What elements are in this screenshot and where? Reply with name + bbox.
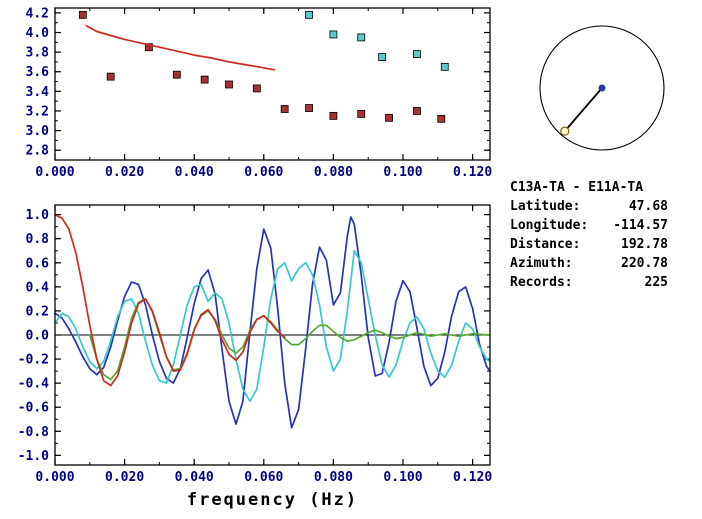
pair-station-marker xyxy=(560,126,570,136)
distance-value: 192.78 xyxy=(621,237,668,252)
dispersion-plot[interactable]: 0.000 0.020 0.040 0.060 0.080 0.100 0.120 2.8 3.… xyxy=(0,0,505,190)
latitude-value: 47.68 xyxy=(628,199,668,214)
y-tick-label: 0.6 xyxy=(26,256,50,271)
rejected-measurements-marker xyxy=(413,50,421,58)
y-tick-label: -0.2 xyxy=(18,353,49,368)
azimuth-circle xyxy=(539,25,665,151)
phase-velocity-measurements-marker xyxy=(280,105,289,113)
rejected-measurements-marker xyxy=(440,62,449,71)
y-tick-label: 4.2 xyxy=(26,6,49,21)
x-tick-label: 0.080 xyxy=(314,165,353,180)
x-tick-label: 0.040 xyxy=(175,165,214,180)
observed-real-spectrum-blue-curve xyxy=(54,216,491,429)
phase-velocity-measurements-marker xyxy=(78,10,87,19)
station-pair-label: C13A-TA - E11A-TA xyxy=(510,180,644,195)
center-station-dot xyxy=(598,84,606,92)
x-axis-label: frequency (Hz) xyxy=(186,490,359,510)
x-tick-label: 0.060 xyxy=(244,165,283,180)
y-tick-label: 3.4 xyxy=(26,85,50,100)
phase-velocity-measurements-marker xyxy=(200,75,209,84)
x-tick-label: 0.080 xyxy=(314,470,353,485)
y-tick-label: -0.8 xyxy=(18,425,49,440)
station-info: C13A-TA - E11A-TA Latitude: 47.68 Longit… xyxy=(510,178,682,292)
azimuth-label: Azimuth: xyxy=(510,256,573,271)
x-tick-label: 0.020 xyxy=(105,165,144,180)
x-tick-label: 0.000 xyxy=(35,165,74,180)
cross-spectrum-plot[interactable]: 0.000 0.020 0.040 0.060 0.080 0.100 0.120 -1.0 -… xyxy=(0,190,505,490)
rejected-measurements-marker xyxy=(329,30,338,39)
records-label: Records: xyxy=(510,275,573,290)
latitude-label: Latitude: xyxy=(510,199,581,214)
model-bessel-green-curve xyxy=(88,298,491,381)
x-tick-label: 0.060 xyxy=(244,470,283,485)
info-row-azimuth: Azimuth: 220.78 xyxy=(510,254,668,273)
y-tick-label: 3.0 xyxy=(26,124,50,139)
info-row-latitude: Latitude: 47.68 xyxy=(510,197,668,216)
reference-dispersion-curve-curve xyxy=(85,24,276,71)
y-tick-label: -1.0 xyxy=(18,449,49,464)
plot-box xyxy=(54,204,491,466)
rejected-measurements-marker xyxy=(378,53,387,61)
y-tick-label: 0.4 xyxy=(26,280,50,295)
azimuth-needle xyxy=(564,87,603,132)
y-tick-label: 3.8 xyxy=(26,46,50,61)
y-tick-label: 2.8 xyxy=(26,144,50,159)
azimuth-value: 220.78 xyxy=(621,256,668,271)
longitude-label: Longitude: xyxy=(510,218,589,233)
x-tick-label: 0.100 xyxy=(383,470,422,485)
y-tick-label: -0.4 xyxy=(18,377,49,392)
x-tick-label: 0.100 xyxy=(383,165,422,180)
y-tick-label: 0.0 xyxy=(26,329,50,344)
phase-velocity-measurements-marker xyxy=(305,104,313,112)
plot-box xyxy=(54,7,491,161)
info-row-records: Records: 225 xyxy=(510,273,668,292)
records-value: 225 xyxy=(644,275,668,290)
x-tick-label: 0.000 xyxy=(35,470,74,485)
x-tick-label: 0.020 xyxy=(105,470,144,485)
smoothed-spectrum-cyan-curve xyxy=(54,249,491,403)
phase-velocity-measurements-marker xyxy=(357,110,366,118)
longitude-value: -114.57 xyxy=(613,218,668,233)
phase-velocity-measurements-marker xyxy=(329,111,338,120)
x-tick-label: 0.120 xyxy=(453,470,492,485)
phase-velocity-measurements-marker xyxy=(252,84,261,93)
y-tick-label: 0.8 xyxy=(26,232,50,247)
y-tick-label: 1.0 xyxy=(26,208,50,223)
info-row-longitude: Longitude: -114.57 xyxy=(510,216,668,235)
phase-velocity-measurements-marker xyxy=(437,114,446,123)
model-bessel-red-curve xyxy=(54,213,286,387)
x-tick-label: 0.040 xyxy=(175,470,214,485)
y-tick-label: 3.6 xyxy=(26,65,50,80)
info-row-distance: Distance: 192.78 xyxy=(510,235,668,254)
phase-velocity-measurements-marker xyxy=(172,70,181,79)
y-tick-label: -0.6 xyxy=(18,401,49,416)
phase-velocity-measurements-marker xyxy=(385,113,393,122)
phase-velocity-measurements-marker xyxy=(145,43,153,52)
y-tick-label: 3.2 xyxy=(26,104,49,119)
phase-velocity-measurements-marker xyxy=(225,80,233,89)
phase-velocity-measurements-marker xyxy=(106,72,115,81)
rejected-measurements-marker xyxy=(357,33,366,42)
phase-velocity-measurements-marker xyxy=(413,107,421,115)
distance-label: Distance: xyxy=(510,237,581,252)
y-tick-label: 0.2 xyxy=(26,304,49,319)
rejected-measurements-marker xyxy=(305,10,313,19)
azimuth-indicator xyxy=(539,25,665,151)
x-tick-label: 0.120 xyxy=(453,165,492,180)
y-tick-label: 4.0 xyxy=(26,26,50,41)
